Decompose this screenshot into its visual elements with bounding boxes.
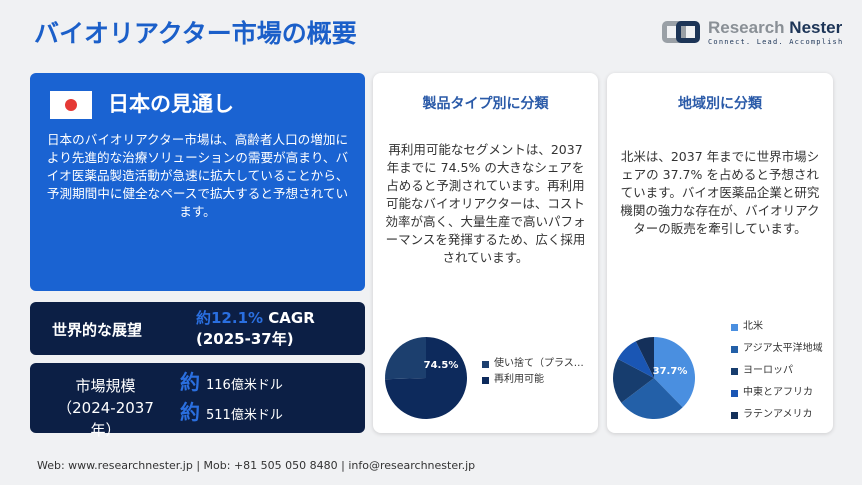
- japan-body: 日本のバイオリアクター市場は、高齢者人口の増加により先進的な治療ソリューションの…: [46, 132, 349, 219]
- japan-outlook-card: 日本の見通し 日本のバイオリアクター市場は、高齢者人口の増加により先進的な治療ソ…: [30, 73, 365, 291]
- japan-heading: 日本の見通し: [108, 92, 234, 116]
- legend-label: 北米: [743, 321, 763, 332]
- pie-data-label: 74.5%: [424, 360, 459, 371]
- product-pie-chart: 74.5%: [385, 337, 467, 419]
- legend-item: 北米: [731, 316, 823, 338]
- legend-label: 使い捨て（プラス…: [494, 358, 584, 369]
- legend-label: ヨーロッパ: [743, 365, 793, 376]
- legend-label: 中東とアフリカ: [743, 387, 813, 398]
- legend-swatch: [482, 360, 489, 368]
- region-body: 北米は、2037 年までに世界市場シェアの 37.7% を占めると予想されていま…: [620, 149, 820, 236]
- region-pie-chart: 37.7%: [613, 337, 695, 419]
- market-size-card: 市場規模 （2024-2037年） 約 116億米ドル 約 511億米ドル: [30, 363, 365, 439]
- legend-item: ラテンアメリカ: [731, 404, 823, 426]
- legend-label: ラテンアメリカ: [743, 409, 813, 420]
- outlook-period: (2025-37年): [196, 330, 294, 348]
- legend-swatch: [731, 389, 738, 397]
- logo-name1: Research: [708, 18, 785, 37]
- pie-slice-0: [654, 337, 695, 408]
- legend-swatch: [482, 376, 489, 384]
- global-outlook-card: 世界的な展望 約12.1% CAGR (2025-37年): [30, 302, 365, 355]
- region-legend: 北米アジア太平洋地域 ヨーロッパ中東とアフリカ ラテンアメリカ: [731, 316, 823, 426]
- logo-name2: Nester: [789, 18, 843, 37]
- pie-slice-2: [613, 358, 654, 403]
- page-title: バイオリアクター市場の概要: [34, 19, 357, 48]
- product-type-card: 製品タイプ別に分類 再利用可能なセグメントは、2037 年までに 74.5% の…: [373, 73, 598, 433]
- legend-label: 再利用可能: [494, 374, 544, 385]
- market-size-label: 市場規模: [75, 377, 136, 395]
- legend-label: アジア太平洋地域: [743, 343, 823, 354]
- region-card: 地域別に分類 北米は、2037 年までに世界市場シェアの 37.7% を占めると…: [607, 73, 833, 433]
- footer-contact: Web: www.researchnester.jp | Mob: +81 50…: [37, 459, 476, 472]
- legend-item: 使い捨て（プラス…: [482, 356, 584, 372]
- market-value-2024: 116億米ドル: [206, 378, 283, 393]
- approx-prefix: 約: [180, 400, 200, 424]
- logo-icon: [662, 19, 702, 45]
- outlook-label: 世界的な展望: [52, 321, 143, 339]
- research-nester-logo: Research Nester Connect. Lead. Accomplis…: [662, 18, 843, 46]
- pie-slice-0: [385, 337, 426, 380]
- legend-swatch: [731, 345, 738, 353]
- cagr-label: CAGR: [263, 309, 315, 327]
- legend-item: アジア太平洋地域: [731, 338, 823, 360]
- product-body: 再利用可能なセグメントは、2037 年までに 74.5% の大きなシェアを占める…: [385, 142, 586, 265]
- logo-tagline: Connect. Lead. Accomplish: [708, 38, 844, 46]
- pie-slice-4: [635, 337, 654, 378]
- legend-swatch: [731, 411, 738, 419]
- legend-swatch: [731, 367, 738, 375]
- pie-slice-1: [385, 337, 467, 419]
- market-value-2037: 511億米ドル: [206, 408, 283, 423]
- market-size-period: （2024-2037年）: [57, 399, 154, 439]
- legend-swatch: [731, 323, 738, 331]
- pie-slice-3: [617, 341, 654, 378]
- legend-item: 中東とアフリカ: [731, 382, 823, 404]
- cagr-value: 約12.1%: [196, 309, 264, 327]
- japan-flag-icon: [50, 91, 92, 119]
- region-heading: 地域別に分類: [678, 96, 762, 112]
- product-heading: 製品タイプ別に分類: [422, 96, 549, 112]
- pie-data-label: 37.7%: [653, 366, 688, 377]
- pie-slice-1: [621, 378, 683, 419]
- legend-item: 再利用可能: [482, 372, 584, 388]
- product-legend: 使い捨て（プラス… 再利用可能: [482, 356, 584, 388]
- approx-prefix: 約: [180, 370, 200, 394]
- legend-item: ヨーロッパ: [731, 360, 823, 382]
